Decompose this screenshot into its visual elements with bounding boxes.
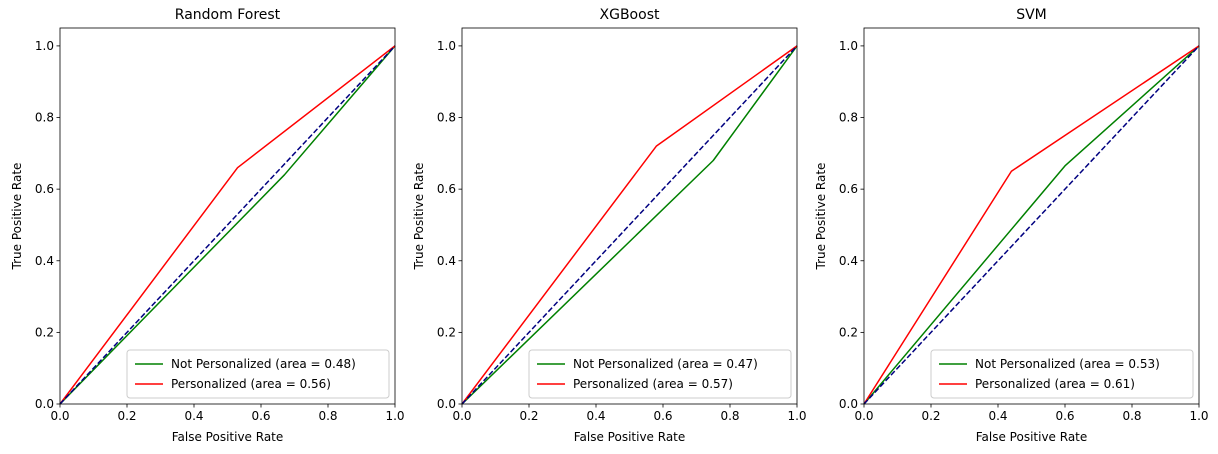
y-tick-label: 0.6 [35, 182, 54, 196]
x-axis-label: False Positive Rate [976, 430, 1088, 444]
y-tick-label: 0.6 [839, 182, 858, 196]
y-axis-label: True Positive Rate [814, 163, 828, 271]
y-tick-label: 0.0 [35, 397, 54, 411]
legend-label: Personalized (area = 0.56) [171, 377, 331, 391]
y-tick-label: 0.2 [839, 325, 858, 339]
legend: Not Personalized (area = 0.47) Personaliz… [528, 349, 792, 399]
plot-area [60, 28, 395, 404]
x-tick-label: 0.8 [318, 409, 337, 423]
x-tick-label: 0.0 [50, 409, 69, 423]
y-tick-label: 0.6 [437, 182, 456, 196]
series-line-personalized [863, 45, 1200, 405]
axes-frame [863, 27, 1200, 405]
chart-title: SVM [1016, 7, 1047, 23]
y-tick-label: 1.0 [437, 39, 456, 53]
legend-label: Not Personalized (area = 0.47) [573, 357, 758, 371]
series-lines [461, 45, 798, 405]
x-tick-label: 1.0 [385, 409, 404, 423]
x-tick-label: 0.6 [1055, 409, 1074, 423]
plot-area [462, 28, 797, 404]
series-lines [863, 45, 1200, 405]
x-tick-label: 0.8 [1122, 409, 1141, 423]
x-tick-label: 0.2 [117, 409, 136, 423]
y-tick-label: 0.8 [437, 111, 456, 125]
x-tick-label: 1.0 [787, 409, 806, 423]
y-tick-label: 0.0 [839, 397, 858, 411]
y-tick-label: 0.2 [35, 325, 54, 339]
roc-panel-1: 0.0 0.2 0.4 0.6 0.8 1.0 0.0 0.2 0.4 0.6 0.8 1.0 Rand… [10, 7, 405, 444]
legend-label: Not Personalized (area = 0.53) [975, 357, 1160, 371]
y-tick-label: 0.2 [437, 325, 456, 339]
x-tick-label: 0.8 [720, 409, 739, 423]
y-tick-label: 1.0 [35, 39, 54, 53]
legend-box [930, 349, 1194, 399]
axes-frame [59, 27, 396, 405]
legend-label: Not Personalized (area = 0.48) [171, 357, 356, 371]
roc-panel-2: 0.0 0.2 0.4 0.6 0.8 1.0 0.0 0.2 0.4 0.6 0.8 1.0 XGBo… [412, 7, 807, 444]
y-tick-label: 0.4 [437, 254, 456, 268]
x-tick-label: 0.0 [452, 409, 471, 423]
x-tick-label: 0.4 [184, 409, 203, 423]
y-tick-label: 0.4 [839, 254, 858, 268]
series-line-not-personalized [461, 45, 798, 405]
x-tick-label: 0.4 [988, 409, 1007, 423]
series-line-personalized [59, 45, 396, 405]
x-tick-label: 0.6 [653, 409, 672, 423]
x-axis-label: False Positive Rate [574, 430, 686, 444]
chance-diagonal-line [59, 45, 396, 405]
legend-label: Personalized (area = 0.61) [975, 377, 1135, 391]
series-line-not-personalized [59, 45, 396, 405]
y-tick-label: 1.0 [839, 39, 858, 53]
plot-area [864, 28, 1199, 404]
legend-box [126, 349, 390, 399]
axes-frame [461, 27, 798, 405]
x-tick-label: 0.2 [921, 409, 940, 423]
x-tick-label: 0.4 [586, 409, 605, 423]
series-line-personalized [461, 45, 798, 405]
chance-diagonal-line [461, 45, 798, 405]
roc-panel-3: 0.0 0.2 0.4 0.6 0.8 1.0 0.0 0.2 0.4 0.6 0.8 1.0 SVM F… [814, 7, 1209, 444]
y-axis-label: True Positive Rate [10, 163, 24, 271]
series-line-not-personalized [863, 45, 1200, 405]
series-lines [59, 45, 396, 405]
y-tick-label: 0.8 [839, 111, 858, 125]
y-tick-label: 0.0 [437, 397, 456, 411]
legend-label: Personalized (area = 0.57) [573, 377, 733, 391]
legend-box [528, 349, 792, 399]
x-tick-label: 0.6 [251, 409, 270, 423]
y-tick-label: 0.8 [35, 111, 54, 125]
y-axis-label: True Positive Rate [412, 163, 426, 271]
x-tick-label: 0.0 [854, 409, 873, 423]
x-tick-label: 0.2 [519, 409, 538, 423]
y-tick-label: 0.4 [35, 254, 54, 268]
legend: Not Personalized (area = 0.53) Personaliz… [930, 349, 1194, 399]
x-axis-label: False Positive Rate [172, 430, 284, 444]
legend: Not Personalized (area = 0.48) Personaliz… [126, 349, 390, 399]
x-tick-label: 1.0 [1189, 409, 1208, 423]
chart-title: Random Forest [175, 7, 281, 23]
chance-diagonal-line [863, 45, 1200, 405]
chart-title: XGBoost [600, 7, 660, 23]
